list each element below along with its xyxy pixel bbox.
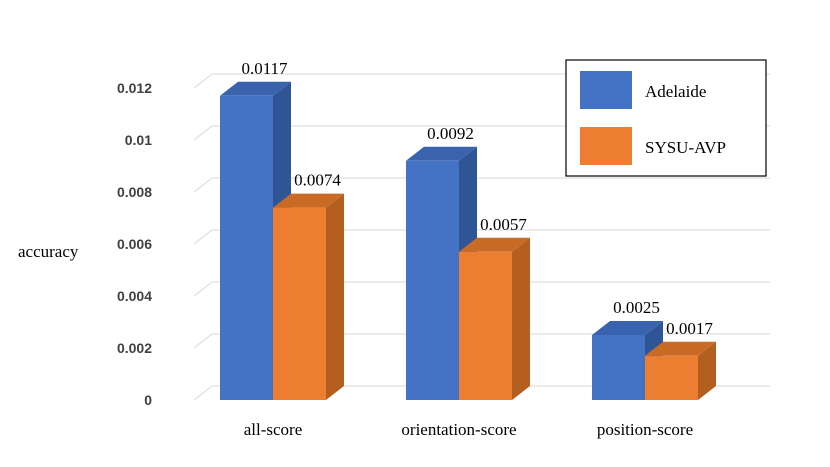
legend: Adelaide SYSU-AVP: [565, 59, 767, 177]
y-axis-ticks: 0 0.002 0.004 0.006 0.008 0.01 0.012: [117, 80, 152, 408]
bar-front: [273, 207, 326, 400]
bar-front: [459, 251, 512, 400]
gridline: [193, 281, 770, 297]
y-tick-label: 0.002: [117, 340, 152, 356]
data-label: 0.0074: [294, 171, 341, 190]
y-tick-label: 0.006: [117, 236, 152, 252]
bar-side: [512, 237, 530, 400]
legend-swatch-sysu-avp: [580, 127, 632, 165]
grid-layer: [193, 73, 770, 401]
bar-top: [406, 146, 477, 161]
gridline: [193, 229, 770, 245]
bar-front: [406, 160, 459, 400]
data-label: 0.0092: [427, 124, 474, 143]
y-tick-label: 0: [144, 392, 152, 408]
data-label: 0.0117: [241, 59, 288, 78]
legend-swatch-adelaide: [580, 71, 632, 109]
legend-label-adelaide: Adelaide: [645, 82, 706, 101]
y-tick-label: 0.01: [125, 132, 152, 148]
legend-label-sysu-avp: SYSU-AVP: [645, 138, 726, 157]
bar-front: [592, 335, 645, 400]
y-tick-label: 0.004: [117, 288, 152, 304]
x-category-label: position-score: [597, 420, 693, 439]
data-label: 0.0057: [480, 215, 527, 234]
bar-top: [645, 341, 716, 356]
x-category-label: all-score: [244, 420, 303, 439]
y-tick-label: 0.012: [117, 80, 152, 96]
bar-sysu-avp-all-score: [273, 193, 344, 400]
y-tick-label: 0.008: [117, 184, 152, 200]
bar-top: [459, 237, 530, 252]
bar-top: [220, 81, 291, 96]
bar-sysu-avp-position-score: [645, 341, 716, 400]
bar-side: [698, 341, 716, 400]
bar-front: [645, 355, 698, 400]
gridline: [193, 177, 770, 193]
bars-layer: [220, 81, 716, 401]
data-label: 0.0025: [613, 298, 660, 317]
gridline: [193, 385, 770, 401]
data-labels-layer: 0.0117 0.0074 0.0092 0.0057 0.0025 0.0017: [241, 59, 713, 338]
bar-side: [326, 193, 344, 400]
data-label: 0.0017: [666, 319, 713, 338]
x-axis-categories: all-score orientation-score position-score: [244, 420, 693, 439]
bar-sysu-avp-orientation-score: [459, 237, 530, 400]
x-category-label: orientation-score: [401, 420, 516, 439]
y-axis-title: accuracy: [18, 242, 79, 261]
gridline: [193, 333, 770, 349]
bar-top: [273, 193, 344, 208]
bar-front: [220, 95, 273, 401]
bar-top: [592, 321, 663, 335]
